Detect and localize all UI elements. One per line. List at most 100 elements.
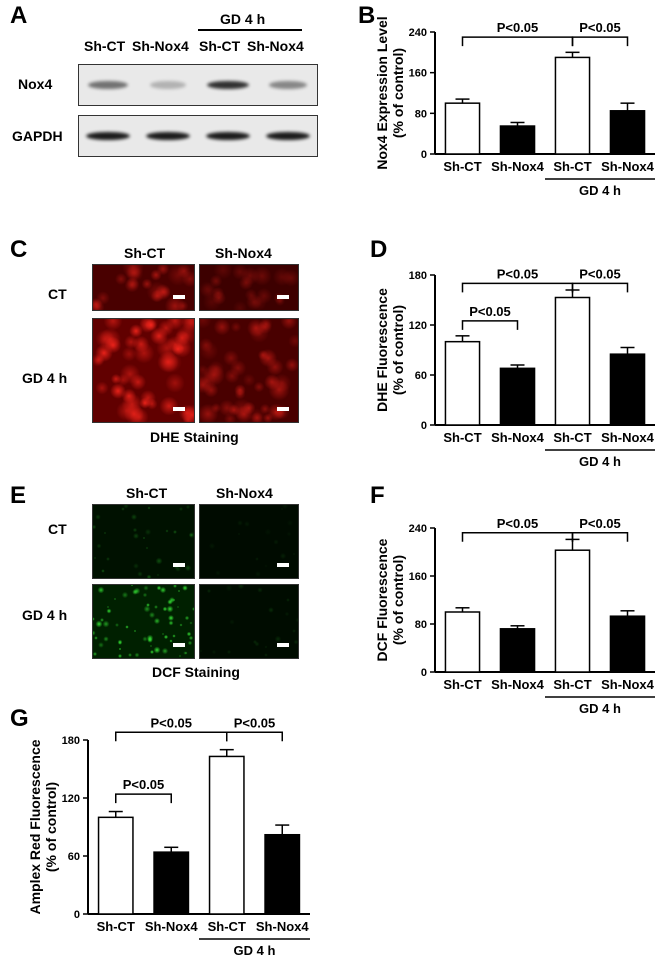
dhe-col-label: Sh-Nox4: [215, 245, 272, 261]
chart-b: 0 80 160 240 Nox4 Expression Level (% of cont…: [360, 10, 660, 233]
panel-letter-a: A: [10, 2, 28, 29]
group-label: GD 4 h: [234, 943, 276, 958]
dcf-col-label: Sh-Nox4: [216, 485, 273, 501]
dhe-image-gd-shct: [92, 318, 195, 423]
nox4-band: [206, 81, 250, 89]
significance-bracket: [461, 282, 574, 293]
y-tick-label: 160: [409, 68, 427, 80]
y-tick-label: 120: [62, 793, 80, 805]
y-tick-label: 0: [421, 149, 427, 161]
fluorescence-signal: [93, 585, 194, 658]
dcf-caption: DCF Staining: [152, 664, 240, 680]
blot-col-label: Sh-Nox4: [132, 38, 189, 54]
x-tick-label: Sh-Nox4: [491, 430, 545, 445]
dcf-col-label: Sh-CT: [126, 485, 168, 501]
fluorescence-signal: [93, 265, 194, 310]
bar: [153, 851, 190, 915]
y-axis-label: DHE Fluorescence: [374, 288, 390, 412]
blot-col-label: Sh-Nox4: [247, 38, 304, 54]
x-tick-label: Sh-Nox4: [601, 430, 655, 445]
y-axis-label: (% of control): [390, 48, 406, 138]
significance-label: P<0.05: [234, 715, 276, 730]
y-axis-label: (% of control): [390, 555, 406, 645]
blot-group-label: GD 4 h: [220, 11, 266, 27]
scale-bar: [173, 407, 185, 411]
dcf-image-gd-shct: [92, 584, 195, 659]
panel-letter-d: D: [370, 236, 388, 263]
gapdh-band: [206, 132, 250, 140]
panel-letter-f: F: [370, 482, 385, 509]
y-axis-label: (% of control): [390, 305, 406, 395]
blot-row-label: Nox4: [18, 76, 53, 92]
scale-bar: [173, 643, 185, 647]
group-label: GD 4 h: [579, 183, 621, 198]
dcf-image-ct-shct: [92, 504, 195, 579]
y-axis-label: Amplex Red Fluorescence: [27, 739, 43, 914]
gapdh-band: [146, 132, 190, 140]
blot-row-label: GAPDH: [12, 128, 63, 144]
nox4-band: [268, 81, 308, 89]
y-tick-label: 80: [415, 108, 427, 120]
dhe-col-label: Sh-CT: [124, 245, 166, 261]
bar: [444, 102, 481, 155]
chart-g: 0 60 120 180 Amplex Red Fluorescence (% of co…: [0, 712, 320, 975]
bar: [609, 110, 646, 155]
y-tick-label: 120: [409, 320, 427, 332]
significance-label: P<0.05: [150, 715, 192, 730]
y-tick-label: 160: [409, 571, 427, 583]
chart-d: 0 60 120 180 DHE Fluorescence (% of control) S…: [360, 240, 660, 485]
significance-label: P<0.05: [579, 516, 621, 531]
x-tick-label: Sh-CT: [553, 430, 591, 445]
y-tick-label: 60: [68, 851, 80, 863]
dcf-row-label: GD 4 h: [22, 607, 68, 623]
significance-label: P<0.05: [579, 20, 621, 35]
y-tick-label: 0: [421, 420, 427, 432]
bar: [609, 353, 646, 426]
x-tick-label: Sh-Nox4: [491, 677, 545, 692]
x-tick-label: Sh-Nox4: [601, 159, 655, 174]
bar: [554, 296, 591, 426]
significance-bracket: [461, 320, 519, 330]
fluorescence-signal: [200, 505, 298, 578]
gapdh-band: [266, 132, 310, 140]
y-tick-label: 60: [415, 370, 427, 382]
fluorescence-signal: [200, 585, 298, 658]
dhe-image-ct-shnox4: [199, 264, 299, 311]
chart-d-svg: 0 60 120 180 DHE Fluorescence (% of control) S…: [374, 266, 655, 469]
significance-bracket: [461, 532, 574, 542]
significance-bracket: [571, 282, 629, 293]
bar: [554, 56, 591, 155]
significance-label: P<0.05: [497, 20, 539, 35]
chart-f-svg: 0 80 160 240 DCF Fluorescence (% of control) S…: [374, 516, 655, 716]
x-tick-label: Sh-CT: [97, 919, 135, 934]
blot-col-label: Sh-CT: [199, 38, 241, 54]
y-tick-label: 180: [62, 735, 80, 747]
dhe-row-label: GD 4 h: [22, 370, 68, 386]
bar: [444, 340, 481, 426]
nox4-band: [149, 81, 187, 89]
fluorescence-signal: [200, 265, 298, 310]
dhe-row-label: CT: [48, 286, 67, 302]
significance-label: P<0.05: [579, 266, 621, 281]
x-tick-label: Sh-Nox4: [145, 919, 199, 934]
bar: [609, 615, 646, 673]
y-tick-label: 0: [74, 909, 80, 921]
significance-bracket: [571, 36, 629, 47]
fluorescence-signal: [93, 319, 194, 422]
x-tick-label: Sh-CT: [443, 430, 481, 445]
chart-b-svg: 0 80 160 240 Nox4 Expression Level (% of cont…: [374, 16, 655, 198]
fluorescence-signal: [93, 505, 194, 578]
blot-strip-nox4: [78, 64, 318, 106]
scale-bar: [173, 295, 185, 299]
dcf-image-ct-shnox4: [199, 504, 299, 579]
significance-label: P<0.05: [497, 266, 539, 281]
bar: [97, 816, 134, 915]
x-tick-label: Sh-CT: [208, 919, 246, 934]
y-tick-label: 80: [415, 619, 427, 631]
x-tick-label: Sh-CT: [443, 159, 481, 174]
x-tick-label: Sh-CT: [443, 677, 481, 692]
dhe-caption: DHE Staining: [150, 429, 239, 445]
scale-bar: [277, 295, 289, 299]
y-axis-label: (% of control): [43, 782, 59, 872]
blot-strip-gapdh: [78, 115, 318, 157]
